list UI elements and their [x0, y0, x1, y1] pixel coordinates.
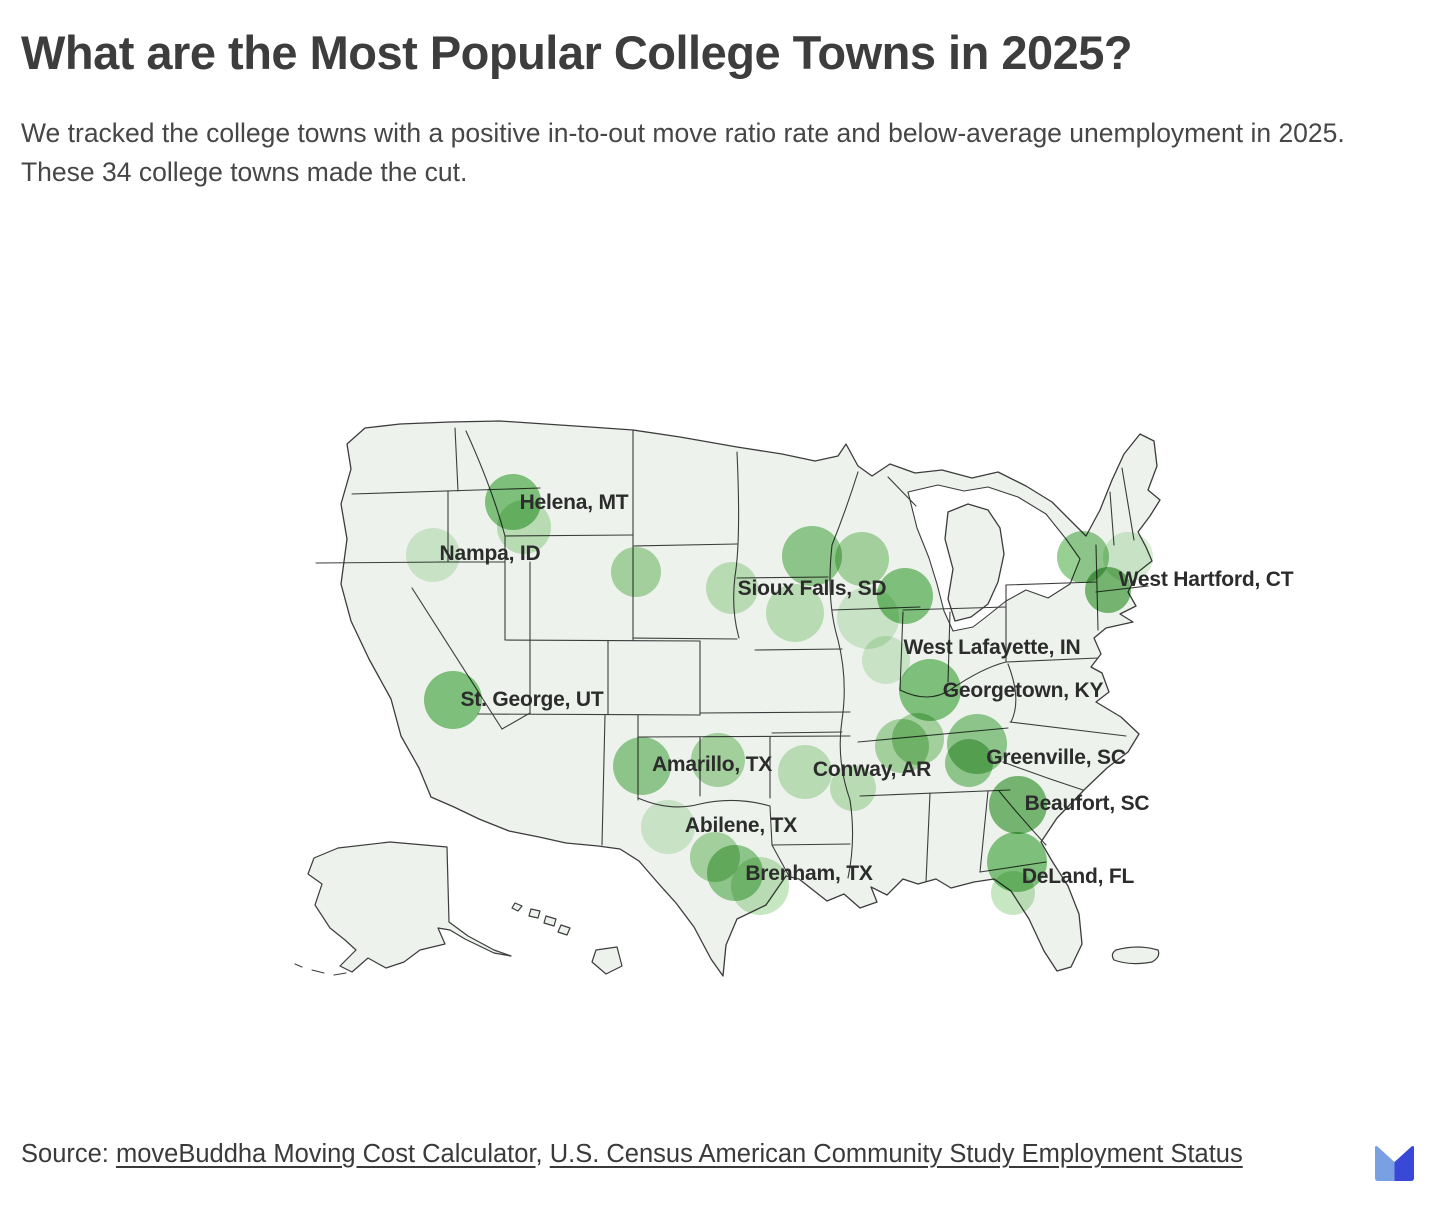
source-line: Source: moveBuddha Moving Cost Calculato…	[21, 1134, 1311, 1176]
source-link-movebuddha[interactable]: moveBuddha Moving Cost Calculator	[115, 1140, 536, 1168]
city-circle[interactable]	[778, 745, 832, 799]
city-circle[interactable]	[1057, 531, 1109, 583]
aleutian-islands	[294, 963, 347, 976]
movebuddha-logo-icon[interactable]	[1371, 1139, 1418, 1182]
michigan-mitten	[944, 503, 1005, 622]
city-circle[interactable]	[641, 800, 695, 854]
city-circle[interactable]	[782, 526, 842, 586]
city-circle[interactable]	[899, 659, 961, 721]
city-circle[interactable]	[766, 584, 824, 642]
city-circle[interactable]	[406, 528, 460, 582]
city-circle[interactable]	[611, 547, 661, 597]
city-circle[interactable]	[862, 636, 910, 684]
city-circle[interactable]	[706, 562, 758, 614]
city-circle[interactable]	[837, 587, 899, 649]
city-circle[interactable]	[830, 765, 876, 811]
source-link-census[interactable]: U.S. Census American Community Study Emp…	[549, 1140, 1243, 1168]
city-circle[interactable]	[892, 713, 944, 765]
alaska	[307, 841, 512, 973]
city-circle[interactable]	[613, 737, 671, 795]
city-circle[interactable]	[1085, 567, 1131, 613]
city-circle[interactable]	[691, 733, 745, 787]
city-circle[interactable]	[424, 671, 482, 729]
city-circle[interactable]	[989, 776, 1047, 834]
source-separator: ,	[535, 1140, 550, 1168]
city-circle[interactable]	[731, 857, 789, 915]
hawaii-islands	[511, 902, 623, 975]
city-circle[interactable]	[991, 871, 1035, 915]
page-title: What are the Most Popular College Towns …	[21, 26, 1133, 79]
header: What are the Most Popular College Towns …	[21, 18, 1361, 193]
city-circles-layer	[406, 474, 1153, 915]
source-prefix: Source:	[21, 1140, 116, 1168]
page-subtitle: We tracked the college towns with a posi…	[21, 117, 1345, 188]
city-circle[interactable]	[835, 532, 889, 586]
city-circle[interactable]	[497, 500, 551, 554]
puerto-rico	[1111, 946, 1160, 965]
city-circle[interactable]	[945, 739, 993, 787]
